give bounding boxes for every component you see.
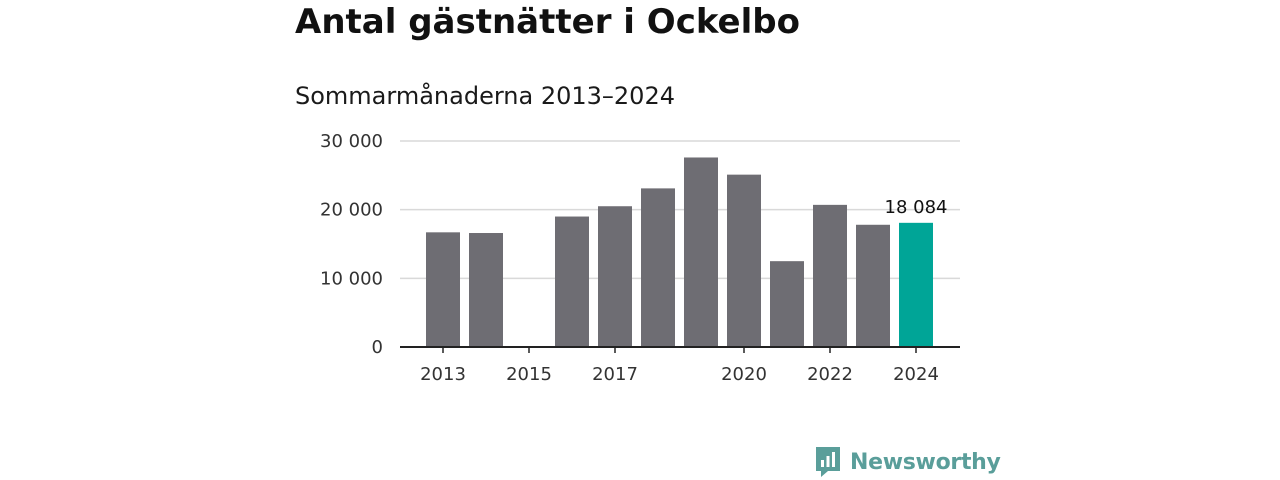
bar-2020 xyxy=(727,174,761,347)
bar-2013 xyxy=(426,232,460,347)
x-tick-label: 2020 xyxy=(721,364,767,385)
bar-2021 xyxy=(770,261,804,347)
newsworthy-logo-icon xyxy=(816,447,840,477)
bar-2019 xyxy=(684,157,718,347)
x-tick-label: 2015 xyxy=(506,364,552,385)
x-tick-label: 2022 xyxy=(807,364,853,385)
axes xyxy=(400,346,960,353)
bar-2016 xyxy=(555,216,589,347)
labels: 0 10 000 20 000 30 000 2013 2015 2017 2020 2022 2… xyxy=(320,131,947,385)
bar-2017 xyxy=(598,206,632,347)
y-tick-label: 10 000 xyxy=(320,268,383,289)
bar-2014 xyxy=(469,233,503,347)
x-tick-label: 2017 xyxy=(592,364,638,385)
chart-title: Antal gästnätter i Ockelbo xyxy=(295,2,800,42)
bar-2018 xyxy=(641,188,675,347)
y-tick-label: 0 xyxy=(372,337,383,358)
chart-subtitle: Sommarmånaderna 2013–2024 xyxy=(295,82,675,110)
y-tick-label: 30 000 xyxy=(320,131,383,152)
x-tick-label: 2013 xyxy=(420,364,466,385)
bar-2022 xyxy=(813,204,847,347)
x-tick-label: 2024 xyxy=(893,364,939,385)
newsworthy-logo-text: Newsworthy xyxy=(850,449,1001,475)
bars xyxy=(426,157,933,347)
bar-2023 xyxy=(856,224,890,347)
data-label: 18 084 xyxy=(885,197,948,218)
y-tick-label: 20 000 xyxy=(320,200,383,221)
newsworthy-logo: Newsworthy xyxy=(814,445,1001,479)
bar-2024 xyxy=(899,222,933,347)
